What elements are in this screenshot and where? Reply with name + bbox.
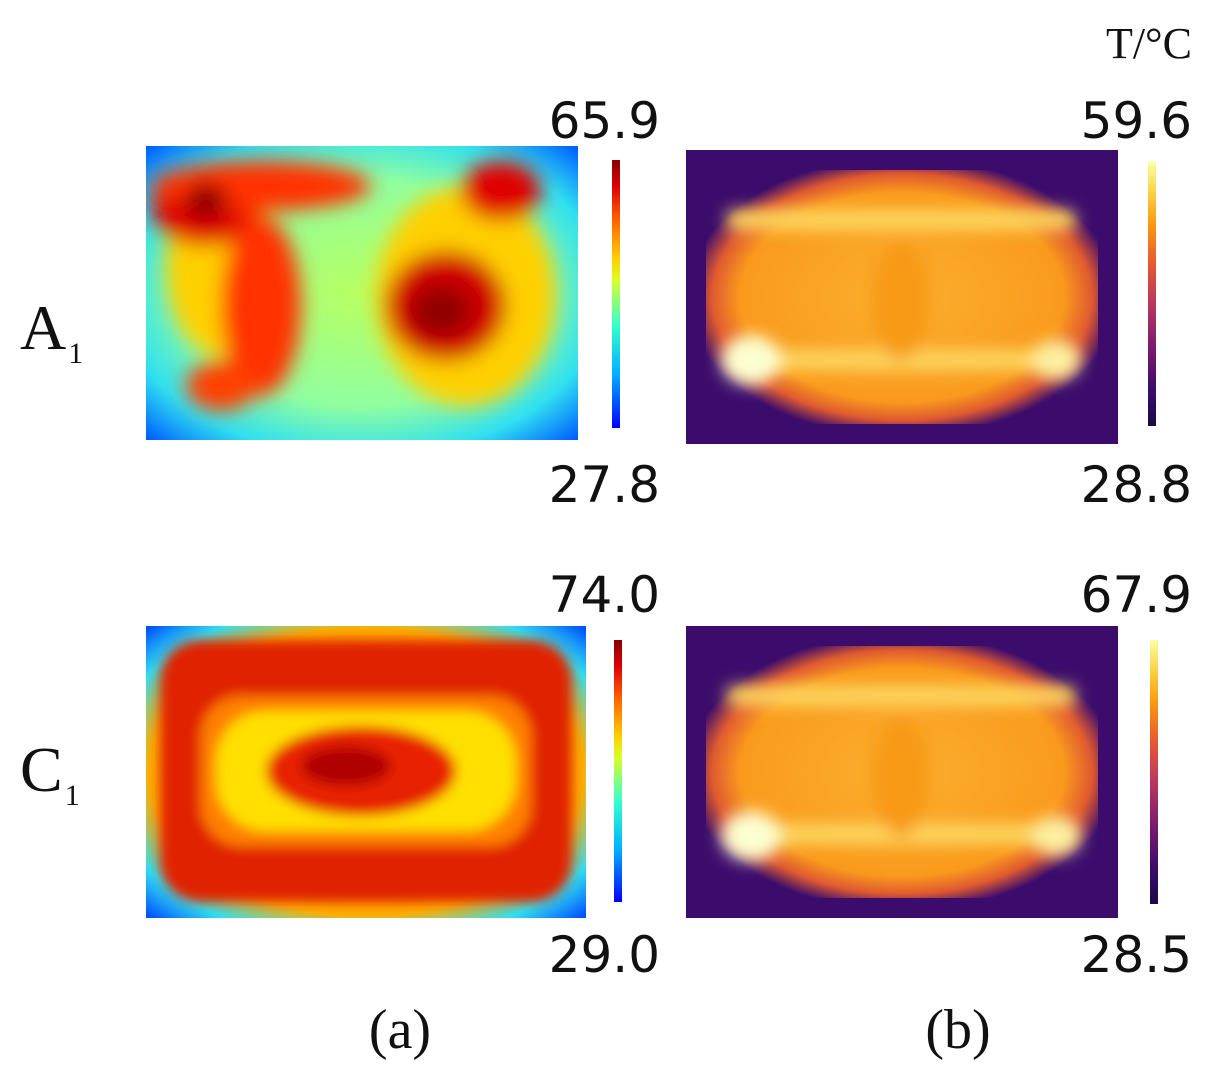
heatmap-c1-a bbox=[146, 626, 586, 918]
panel-label-b: (b) bbox=[925, 999, 991, 1061]
row-label-a1: A1 bbox=[20, 292, 84, 370]
heatmap-c1-b bbox=[686, 626, 1118, 918]
colorbar-min-c1-a: 29.0 bbox=[548, 926, 660, 984]
colorbar-a1-a bbox=[612, 160, 620, 428]
panel-label-a: (a) bbox=[368, 999, 432, 1061]
unit-label: T/°C bbox=[1105, 19, 1192, 68]
colorbar-min-a1-b: 28.8 bbox=[1080, 456, 1192, 514]
heatmap-a1-b bbox=[686, 150, 1118, 444]
colorbar-min-a1-a: 27.8 bbox=[548, 456, 660, 514]
row-label-c1: C1 bbox=[20, 734, 80, 812]
colorbar-min-c1-b: 28.5 bbox=[1080, 926, 1192, 984]
colorbar-a1-b bbox=[1148, 162, 1156, 426]
colorbar-max-a1-b: 59.6 bbox=[1080, 92, 1192, 150]
colorbar-max-a1-a: 65.9 bbox=[548, 92, 660, 150]
heatmap-a1-a bbox=[146, 146, 578, 440]
colorbar-max-c1-a: 74.0 bbox=[548, 566, 660, 624]
colorbar-c1-b bbox=[1150, 640, 1158, 904]
colorbar-max-c1-b: 67.9 bbox=[1080, 566, 1192, 624]
colorbar-c1-a bbox=[614, 640, 622, 902]
